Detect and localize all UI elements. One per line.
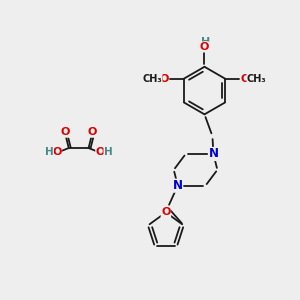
Text: O: O [240, 74, 250, 84]
Text: H: H [104, 147, 113, 157]
Text: O: O [96, 147, 105, 157]
Text: O: O [161, 207, 170, 218]
Text: O: O [159, 74, 169, 84]
Text: N: N [208, 148, 218, 160]
Text: O: O [200, 42, 209, 52]
Text: N: N [173, 179, 183, 192]
Text: H: H [201, 37, 210, 47]
Text: O: O [88, 127, 97, 137]
Text: O: O [52, 147, 62, 157]
Text: CH₃: CH₃ [247, 74, 267, 84]
Text: O: O [60, 127, 70, 137]
Text: CH₃: CH₃ [142, 74, 162, 84]
Text: H: H [45, 147, 53, 157]
